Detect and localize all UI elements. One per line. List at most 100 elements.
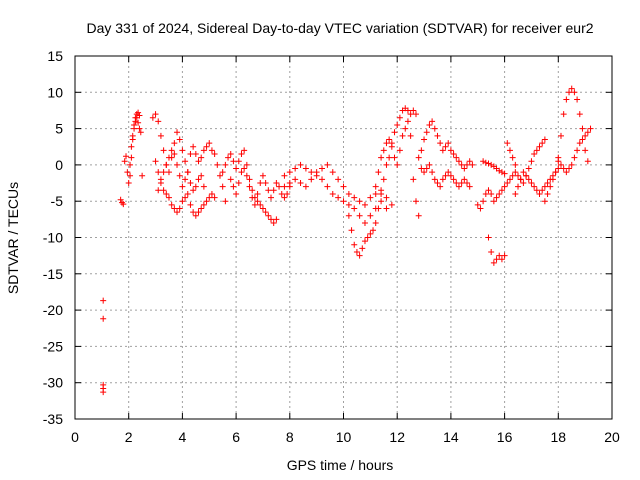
data-point [461, 165, 468, 172]
data-point [426, 161, 433, 168]
data-point [469, 161, 476, 168]
data-point [574, 96, 581, 103]
data-point [504, 180, 511, 187]
data-point [480, 198, 487, 205]
data-point [160, 147, 167, 154]
data-point [152, 111, 159, 118]
data-point [539, 187, 546, 194]
data-point [345, 190, 352, 197]
axis-ticks [74, 55, 613, 420]
y-tick-label: -15 [43, 266, 63, 282]
data-point [455, 183, 462, 190]
data-point [235, 158, 242, 165]
data-point [128, 143, 135, 150]
data-point [555, 165, 562, 172]
data-point [135, 119, 142, 126]
data-point [533, 187, 540, 194]
x-tick-label: 14 [443, 429, 459, 445]
data-point [525, 176, 532, 183]
data-point [412, 111, 419, 118]
data-point [127, 172, 134, 179]
x-tick-label: 10 [336, 429, 352, 445]
data-point [225, 154, 232, 161]
data-point [238, 169, 245, 176]
data-point [259, 172, 266, 179]
data-point [488, 249, 495, 256]
data-point [200, 201, 207, 208]
y-tick-label: 0 [55, 157, 63, 173]
data-point [421, 136, 428, 143]
data-point [386, 136, 393, 143]
data-point [157, 132, 164, 139]
data-point [375, 205, 382, 212]
data-point [450, 151, 457, 158]
data-point [429, 169, 436, 176]
data-point [383, 194, 390, 201]
data-point [383, 161, 390, 168]
y-tick-label: 15 [47, 48, 63, 64]
data-point [324, 161, 331, 168]
data-point [464, 161, 471, 168]
series-track-i [281, 169, 390, 226]
data-point [281, 183, 288, 190]
data-point [179, 147, 186, 154]
data-point [190, 143, 197, 150]
data-point [361, 201, 368, 208]
data-point [184, 169, 191, 176]
data-point [182, 194, 189, 201]
x-tick-label: 18 [551, 429, 567, 445]
data-point [576, 111, 583, 118]
data-point [241, 165, 248, 172]
data-point [431, 125, 438, 132]
data-point [230, 183, 237, 190]
data-point [490, 259, 497, 266]
data-point [238, 151, 245, 158]
data-point [246, 183, 253, 190]
data-point [168, 201, 175, 208]
data-point [466, 158, 473, 165]
data-point [520, 180, 527, 187]
data-point [356, 198, 363, 205]
data-point [361, 238, 368, 245]
data-point [265, 212, 272, 219]
y-tick-label: -25 [43, 338, 63, 354]
data-point [273, 216, 280, 223]
data-point [249, 194, 256, 201]
data-point [270, 187, 277, 194]
data-point [129, 136, 136, 143]
data-point [383, 140, 390, 147]
data-point [370, 227, 377, 234]
data-point [437, 140, 444, 147]
data-point [498, 187, 505, 194]
data-point [560, 111, 567, 118]
data-point [131, 125, 138, 132]
data-point [124, 169, 131, 176]
series-track-h [281, 161, 395, 208]
series-track-j [345, 105, 419, 259]
data-point [187, 151, 194, 158]
data-point [501, 170, 508, 177]
series-track-c [149, 111, 229, 205]
data-point [233, 190, 240, 197]
data-point [136, 125, 143, 132]
data-point [525, 165, 532, 172]
data-point [544, 180, 551, 187]
data-point [171, 151, 178, 158]
data-point [563, 96, 570, 103]
data-point [367, 212, 374, 219]
data-point [203, 143, 210, 150]
data-point [179, 198, 186, 205]
data-point [447, 172, 454, 179]
data-point [506, 147, 513, 154]
data-point [563, 169, 570, 176]
data-point [426, 121, 433, 128]
data-point [388, 201, 395, 208]
data-point [297, 161, 304, 168]
data-point [515, 172, 522, 179]
data-point [160, 169, 167, 176]
data-point [579, 136, 586, 143]
data-point [380, 176, 387, 183]
data-point [121, 158, 128, 165]
series-outliers [100, 297, 107, 396]
data-point [386, 154, 393, 161]
